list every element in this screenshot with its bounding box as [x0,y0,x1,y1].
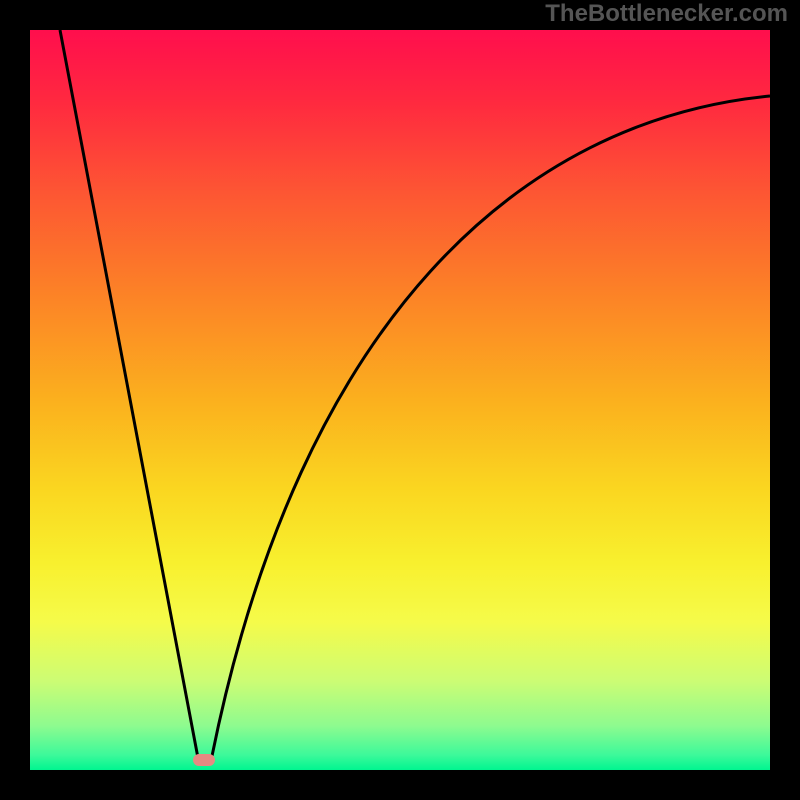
gradient-plot-area [30,30,770,770]
watermark-text: TheBottlenecker.com [545,0,788,28]
dip-marker [193,754,215,766]
chart-container: TheBottlenecker.com [0,0,800,800]
